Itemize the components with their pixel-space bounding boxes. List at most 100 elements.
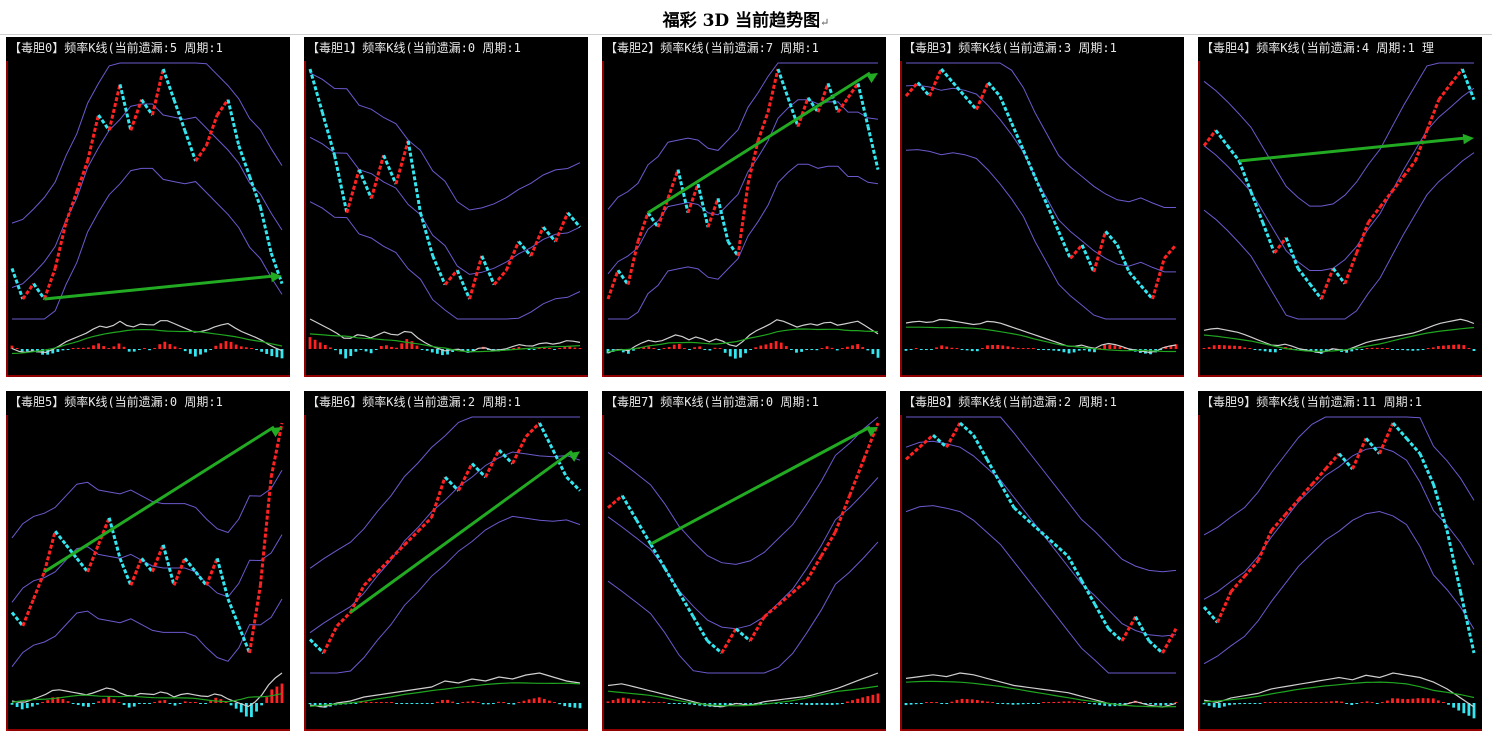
- histogram-bar-up: [512, 348, 516, 349]
- histogram-bar-down: [835, 703, 839, 705]
- up-segment: [524, 421, 541, 438]
- down-segment: [215, 557, 230, 600]
- histogram-bar-down: [578, 703, 582, 709]
- middle-band: [607, 477, 879, 630]
- down-segment: [320, 111, 336, 156]
- histogram-bar-up: [385, 702, 388, 703]
- histogram-bar-up: [975, 699, 979, 703]
- histogram-bar-down: [308, 703, 312, 705]
- histogram-bar-up: [626, 698, 630, 703]
- up-segment: [345, 169, 361, 214]
- histogram-bar-up: [1436, 346, 1440, 349]
- trend-arrow-head: [866, 73, 878, 84]
- histogram-bar-down: [1472, 703, 1476, 719]
- histogram-bar-down: [914, 703, 918, 705]
- trend-arrow-line: [649, 425, 871, 546]
- indicator-histogram: [904, 698, 1178, 707]
- histogram-bar-down: [20, 703, 24, 710]
- middle-band: [309, 136, 581, 275]
- up-segment: [945, 422, 962, 448]
- histogram-bar-up: [390, 702, 393, 703]
- histogram-bar-up: [1406, 699, 1410, 703]
- up-segment: [172, 557, 187, 586]
- down-segment: [1284, 237, 1300, 269]
- up-segment: [53, 221, 68, 269]
- histogram-bar-down: [708, 349, 712, 351]
- histogram-bar-up: [637, 700, 640, 703]
- histogram-bar-up: [647, 346, 651, 349]
- up-segment: [1161, 628, 1178, 654]
- histogram-bar-down: [945, 703, 949, 704]
- histogram-bar-up: [930, 702, 933, 703]
- histogram-bar-up: [647, 701, 651, 703]
- histogram-bar-down: [168, 703, 172, 704]
- histogram-bar-down: [15, 703, 19, 708]
- histogram-bar-down: [795, 703, 798, 704]
- histogram-bar-down: [81, 703, 85, 707]
- down-segment: [1226, 144, 1241, 162]
- histogram-bar-down: [924, 349, 928, 351]
- trend-arrow: [43, 425, 282, 574]
- panel-label: 【毒胆6】频率K线(当前遗漏:2 周期:1: [307, 395, 521, 409]
- down-segment: [776, 68, 790, 99]
- down-segment: [1405, 437, 1422, 455]
- histogram-bar-up: [840, 348, 844, 349]
- histogram-bar-down: [815, 349, 819, 351]
- histogram-bar-up: [1108, 344, 1112, 349]
- trend-panel: 【毒胆7】频率K线(当前遗漏:0 周期:1: [602, 391, 886, 731]
- histogram-bar-up: [435, 701, 439, 703]
- histogram-bar-down: [466, 349, 470, 353]
- up-segment: [1367, 206, 1382, 224]
- kline-chart: [602, 61, 886, 377]
- fast-line: [1203, 672, 1475, 708]
- histogram-bar-down: [759, 703, 763, 704]
- indicator-histogram: [606, 341, 880, 359]
- histogram-bar-up: [410, 341, 414, 349]
- histogram-bar-down: [866, 349, 870, 351]
- histogram-bar-down: [229, 703, 233, 706]
- upper-band: [11, 469, 283, 539]
- histogram-bar-up: [1411, 698, 1415, 703]
- down-segment: [140, 98, 154, 116]
- histogram-bar-up: [1467, 348, 1471, 349]
- histogram-bar-down: [199, 349, 202, 355]
- down-segment: [10, 267, 25, 300]
- middle-band: [1203, 446, 1475, 600]
- histogram-bar-up: [672, 344, 676, 349]
- histogram-bar-up: [209, 700, 213, 703]
- return-mark-icon: ↵: [820, 16, 830, 29]
- histogram-bar-down: [1026, 703, 1030, 704]
- histogram-bar-down: [25, 349, 29, 352]
- down-segment: [1459, 591, 1476, 654]
- down-segment: [856, 83, 870, 127]
- slow-line: [607, 328, 879, 353]
- histogram-bar-up: [446, 699, 449, 703]
- histogram-bar-up: [1289, 348, 1293, 349]
- down-segment: [542, 226, 557, 243]
- histogram-bar-down: [239, 703, 243, 713]
- histogram-bar-up: [1457, 344, 1461, 349]
- histogram-bar-up: [657, 702, 661, 703]
- up-segment: [626, 241, 640, 285]
- up-segment: [748, 615, 766, 642]
- up-segment: [42, 267, 57, 300]
- histogram-bar-down: [339, 349, 342, 355]
- histogram-bar-up: [250, 348, 253, 349]
- histogram-bar-up: [158, 700, 162, 703]
- histogram-bar-down: [451, 349, 455, 353]
- histogram-bar-up: [313, 339, 317, 349]
- up-segment: [349, 584, 366, 614]
- middle-band: [1203, 87, 1475, 271]
- up-segment: [836, 96, 850, 113]
- histogram-bar-down: [749, 703, 753, 706]
- down-segment: [1080, 244, 1096, 273]
- histogram-bar-down: [456, 703, 460, 704]
- histogram-bar-down: [1350, 349, 1354, 352]
- histogram-bar-up: [713, 347, 717, 349]
- histogram-bar-up: [718, 348, 722, 349]
- histogram-bar-down: [199, 703, 202, 704]
- histogram-bar-down: [132, 703, 136, 707]
- histogram-bar-up: [224, 702, 228, 703]
- down-segment: [1308, 282, 1323, 300]
- histogram-bar-up: [328, 347, 332, 349]
